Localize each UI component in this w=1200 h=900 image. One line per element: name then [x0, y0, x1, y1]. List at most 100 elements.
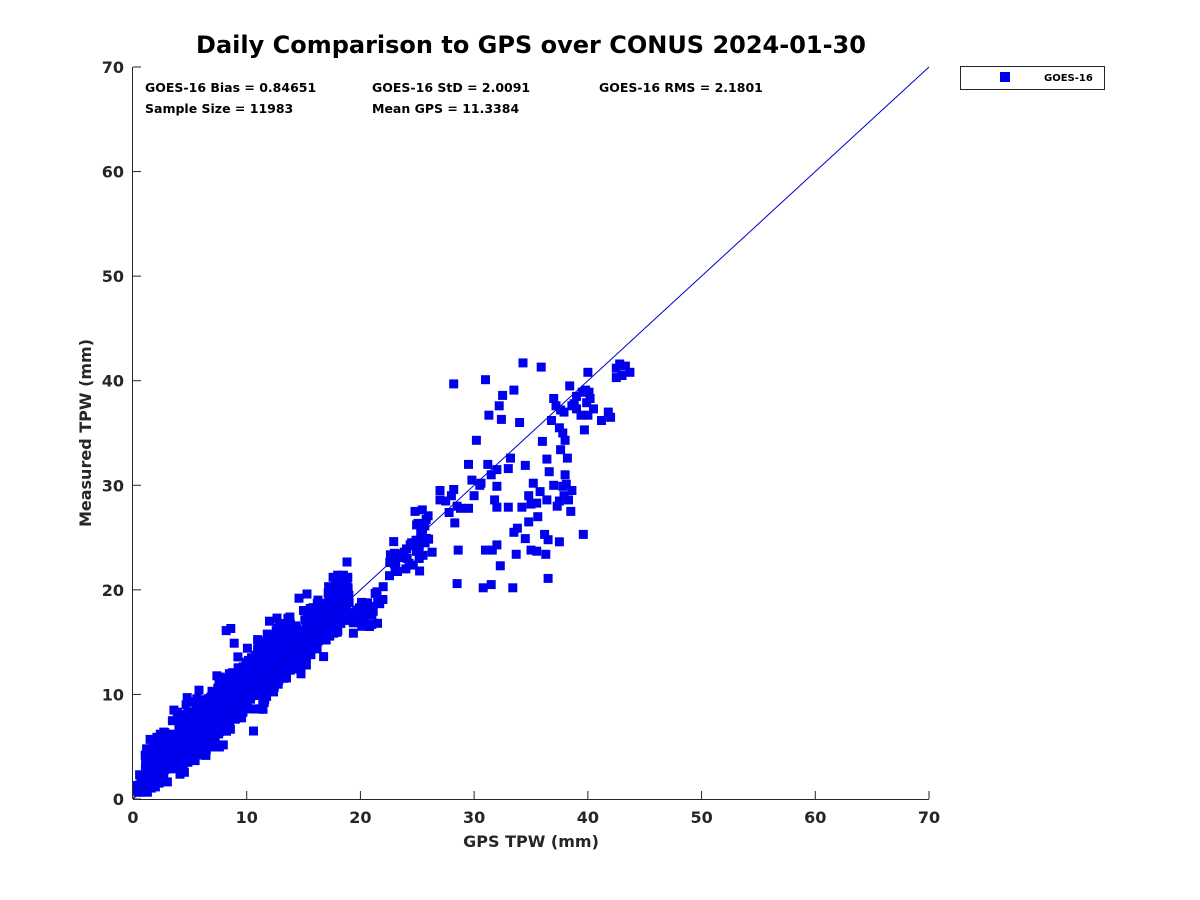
- data-point: [291, 623, 301, 633]
- data-point: [452, 579, 462, 589]
- data-point: [332, 592, 342, 602]
- data-point: [242, 643, 252, 653]
- data-point: [416, 527, 426, 537]
- data-point: [181, 700, 191, 710]
- data-point: [296, 669, 306, 679]
- data-point: [564, 495, 573, 505]
- data-point: [417, 505, 427, 515]
- data-point: [337, 579, 347, 589]
- data-point: [316, 606, 326, 616]
- data-point: [390, 548, 399, 558]
- data-point: [226, 624, 236, 633]
- data-point: [238, 707, 248, 717]
- legend-entry-goes16: GOES-16: [1044, 73, 1093, 84]
- data-point: [449, 485, 459, 494]
- y-tick-label: 20: [102, 581, 124, 600]
- data-point: [401, 564, 411, 574]
- data-point: [453, 545, 463, 555]
- data-point: [267, 669, 277, 679]
- data-point: [323, 601, 332, 611]
- data-point: [162, 757, 172, 767]
- data-point: [423, 511, 433, 521]
- data-point: [248, 676, 258, 686]
- data-point: [261, 689, 271, 699]
- data-point: [234, 713, 244, 723]
- data-point: [194, 685, 204, 695]
- data-point: [576, 410, 586, 420]
- data-point: [524, 517, 534, 527]
- data-point: [606, 412, 616, 422]
- data-point: [413, 518, 423, 528]
- data-point: [496, 414, 506, 424]
- data-point: [224, 703, 234, 713]
- data-point: [349, 615, 358, 625]
- data-point: [583, 367, 593, 377]
- data-point: [358, 600, 368, 609]
- data-point: [294, 637, 304, 647]
- data-point: [342, 590, 352, 599]
- data-point: [348, 628, 358, 638]
- data-point: [140, 764, 150, 774]
- data-point: [330, 575, 340, 585]
- data-point: [229, 638, 239, 648]
- data-point: [135, 770, 145, 780]
- data-point: [378, 595, 388, 604]
- data-point: [269, 687, 278, 697]
- data-point: [202, 705, 212, 715]
- data-point: [503, 464, 513, 474]
- data-point: [427, 547, 437, 557]
- stat-sample-size: Sample Size = 11983: [145, 101, 293, 116]
- data-point: [332, 627, 342, 637]
- data-point: [259, 698, 269, 707]
- data-point: [253, 644, 263, 654]
- data-point: [216, 716, 226, 726]
- data-point: [270, 643, 280, 653]
- data-point: [561, 479, 571, 489]
- data-point: [342, 557, 352, 567]
- data-point: [195, 698, 205, 708]
- data-point: [258, 704, 268, 714]
- data-point: [478, 583, 488, 593]
- data-point: [302, 589, 312, 599]
- data-point: [188, 736, 198, 746]
- data-point: [284, 653, 294, 663]
- data-point: [492, 465, 502, 475]
- data-point: [352, 605, 362, 615]
- data-point: [415, 566, 425, 576]
- x-tick-label: 0: [127, 808, 138, 827]
- data-point: [308, 603, 318, 613]
- data-point: [569, 399, 579, 409]
- data-point: [262, 675, 272, 685]
- data-point: [205, 720, 215, 730]
- x-tick-label: 50: [690, 808, 712, 827]
- data-point: [254, 674, 263, 684]
- data-point: [402, 553, 412, 563]
- data-point: [165, 746, 175, 756]
- data-point: [589, 404, 598, 414]
- data-point: [211, 704, 221, 714]
- data-point: [324, 618, 334, 628]
- data-point: [151, 748, 161, 758]
- data-point: [162, 777, 172, 787]
- data-point: [206, 726, 216, 736]
- data-point: [549, 480, 559, 490]
- data-point: [188, 711, 198, 721]
- data-point: [244, 693, 254, 703]
- data-point: [285, 612, 295, 622]
- data-point: [537, 436, 547, 446]
- data-point: [184, 754, 194, 764]
- data-point: [300, 644, 310, 654]
- data-point: [562, 453, 572, 463]
- data-point: [201, 750, 211, 760]
- data-point: [560, 435, 570, 445]
- data-point: [509, 385, 519, 395]
- data-point: [144, 747, 154, 757]
- data-point: [181, 715, 191, 725]
- data-point: [360, 613, 370, 622]
- data-point: [484, 410, 494, 420]
- data-point: [578, 529, 588, 539]
- data-point: [536, 362, 546, 372]
- stat-bias: GOES-16 Bias = 0.84651: [145, 80, 316, 95]
- data-point: [212, 691, 221, 700]
